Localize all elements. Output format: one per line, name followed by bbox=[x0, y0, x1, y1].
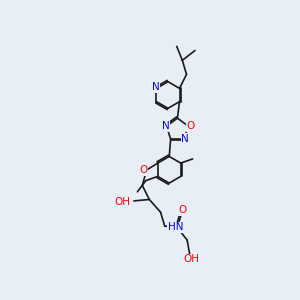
Text: OH: OH bbox=[183, 254, 199, 265]
Text: O: O bbox=[178, 206, 187, 215]
Text: N: N bbox=[162, 121, 170, 131]
Text: N: N bbox=[152, 82, 159, 92]
Text: N: N bbox=[181, 134, 189, 144]
Text: O: O bbox=[186, 121, 194, 131]
Text: HN: HN bbox=[168, 222, 183, 232]
Text: O: O bbox=[140, 165, 148, 175]
Text: OH: OH bbox=[114, 197, 130, 207]
